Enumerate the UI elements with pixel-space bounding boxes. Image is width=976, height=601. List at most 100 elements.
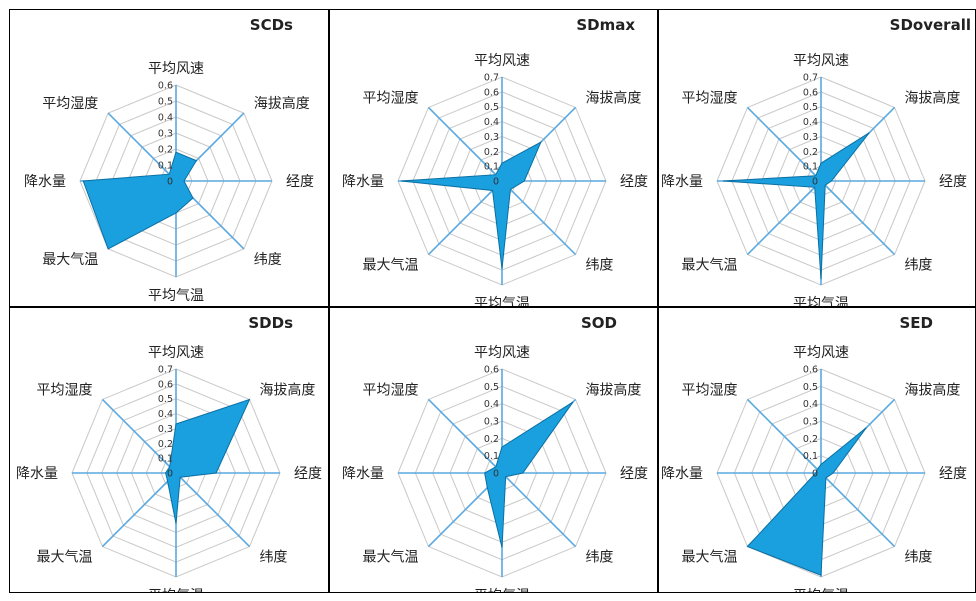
axis-label: 平均气温 <box>793 296 849 307</box>
tick-label: 0 <box>812 177 818 188</box>
axis-label: 海拔高度 <box>904 382 960 399</box>
tick-label: 0.7 <box>484 73 499 84</box>
tick-label: 0.2 <box>158 439 173 450</box>
tick-label: 0.4 <box>803 117 818 128</box>
axis-label: 降水量 <box>342 466 384 482</box>
tick-label: 0 <box>812 469 818 480</box>
tick-label: 0.1 <box>158 454 173 465</box>
axis-label: 平均湿度 <box>363 91 419 107</box>
axis-label: 最大气温 <box>363 257 419 273</box>
tick-label: 0 <box>167 177 173 188</box>
tick-label: 0.4 <box>484 399 499 410</box>
radar-panel-1: SCDs 0 0.1 0.2 0.3 0.4 0.5 0.6 平均风速 海拔高度 经度 纬度 平均气温 最… <box>9 9 329 307</box>
axis-label: 平均气温 <box>474 588 530 593</box>
tick-label: 0.5 <box>484 102 499 113</box>
axis-label: 降水量 <box>342 174 384 190</box>
axis-label: 平均湿度 <box>37 383 93 399</box>
tick-label: 0.5 <box>158 97 173 108</box>
axis-label: 平均风速 <box>474 53 530 69</box>
tick-label: 0.1 <box>158 161 173 172</box>
axis-label: 经度 <box>294 466 322 482</box>
axis-spoke <box>746 398 822 474</box>
radar-panel-2: SDmax 0 0.1 0.2 0.3 0.4 0.5 0.6 0.7 平均风速 海拔高度 经度 纬度平… <box>329 9 658 307</box>
tick-label: 0.3 <box>158 424 173 435</box>
tick-label: 0.3 <box>484 132 499 143</box>
tick-label: 0 <box>493 469 499 480</box>
tick-label: 0.3 <box>803 417 818 428</box>
axis-label: 降水量 <box>16 466 58 482</box>
axis-label: 平均湿度 <box>682 91 738 107</box>
axis-label: 平均风速 <box>793 345 849 361</box>
axis-label: 纬度 <box>585 549 613 565</box>
chart-title: SOD <box>580 314 617 332</box>
axis-label: 纬度 <box>904 257 932 273</box>
chart-title: SED <box>899 314 933 332</box>
tick-label: 0.1 <box>484 162 499 173</box>
tick-label: 0.4 <box>803 399 818 410</box>
axis-spoke <box>427 398 503 474</box>
tick-label: 0.5 <box>803 382 818 393</box>
data-area <box>82 151 198 250</box>
axis-spoke <box>427 106 503 182</box>
axis-label: 平均湿度 <box>682 383 738 399</box>
tick-label: 0.3 <box>484 417 499 428</box>
axis-label: 平均风速 <box>793 53 849 69</box>
axis-label: 经度 <box>286 174 314 190</box>
axis-label: 平均气温 <box>148 288 204 304</box>
tick-label: 0.2 <box>484 434 499 445</box>
axis-spoke <box>746 180 822 256</box>
axis-label: 纬度 <box>585 257 613 273</box>
axis-label: 平均风速 <box>474 345 530 361</box>
tick-label: 0.5 <box>803 102 818 113</box>
axis-label: 海拔高度 <box>585 90 641 107</box>
axis-spoke <box>175 472 251 548</box>
tick-label: 0.6 <box>158 379 173 390</box>
data-area <box>165 398 251 524</box>
axis-label: 平均气温 <box>793 588 849 593</box>
data-area <box>722 132 870 280</box>
axis-label: 最大气温 <box>37 549 93 565</box>
tick-label: 0.5 <box>158 394 173 405</box>
tick-label: 0.6 <box>484 87 499 98</box>
axis-spoke <box>101 472 177 548</box>
tick-label: 0.1 <box>803 162 818 173</box>
tick-label: 0.4 <box>158 113 173 124</box>
axis-label: 降水量 <box>661 466 703 482</box>
tick-label: 0.2 <box>158 145 173 156</box>
tick-label: 0.5 <box>484 382 499 393</box>
axis-label: 平均气温 <box>148 588 204 593</box>
axis-label: 最大气温 <box>42 252 98 268</box>
axis-label: 纬度 <box>254 252 282 268</box>
tick-label: 0.6 <box>158 81 173 92</box>
axis-spoke <box>746 106 822 182</box>
axis-label: 最大气温 <box>682 257 738 273</box>
chart-title: SDoverall <box>889 16 971 34</box>
tick-label: 0.4 <box>484 117 499 128</box>
axis-label: 纬度 <box>904 549 932 565</box>
axis-label: 平均风速 <box>148 61 204 77</box>
axis-spoke <box>107 112 177 182</box>
tick-label: 0.6 <box>484 365 499 376</box>
axis-label: 海拔高度 <box>254 95 310 112</box>
axis-spoke <box>427 180 503 256</box>
tick-label: 0.6 <box>803 365 818 376</box>
chart-title: SDmax <box>576 16 635 34</box>
axis-label: 经度 <box>939 466 967 482</box>
axis-spoke <box>501 180 577 256</box>
tick-label: 0.6 <box>803 87 818 98</box>
axis-label: 降水量 <box>661 174 703 190</box>
tick-label: 0.3 <box>158 129 173 140</box>
axis-label: 最大气温 <box>363 549 419 565</box>
axis-label: 经度 <box>620 174 648 190</box>
axis-label: 海拔高度 <box>259 382 315 399</box>
tick-label: 0.2 <box>803 147 818 158</box>
radar-panel-4: SDDs00.10.20.30.40.50.60.7平均风速海拔高度经度纬度平均… <box>9 307 329 593</box>
